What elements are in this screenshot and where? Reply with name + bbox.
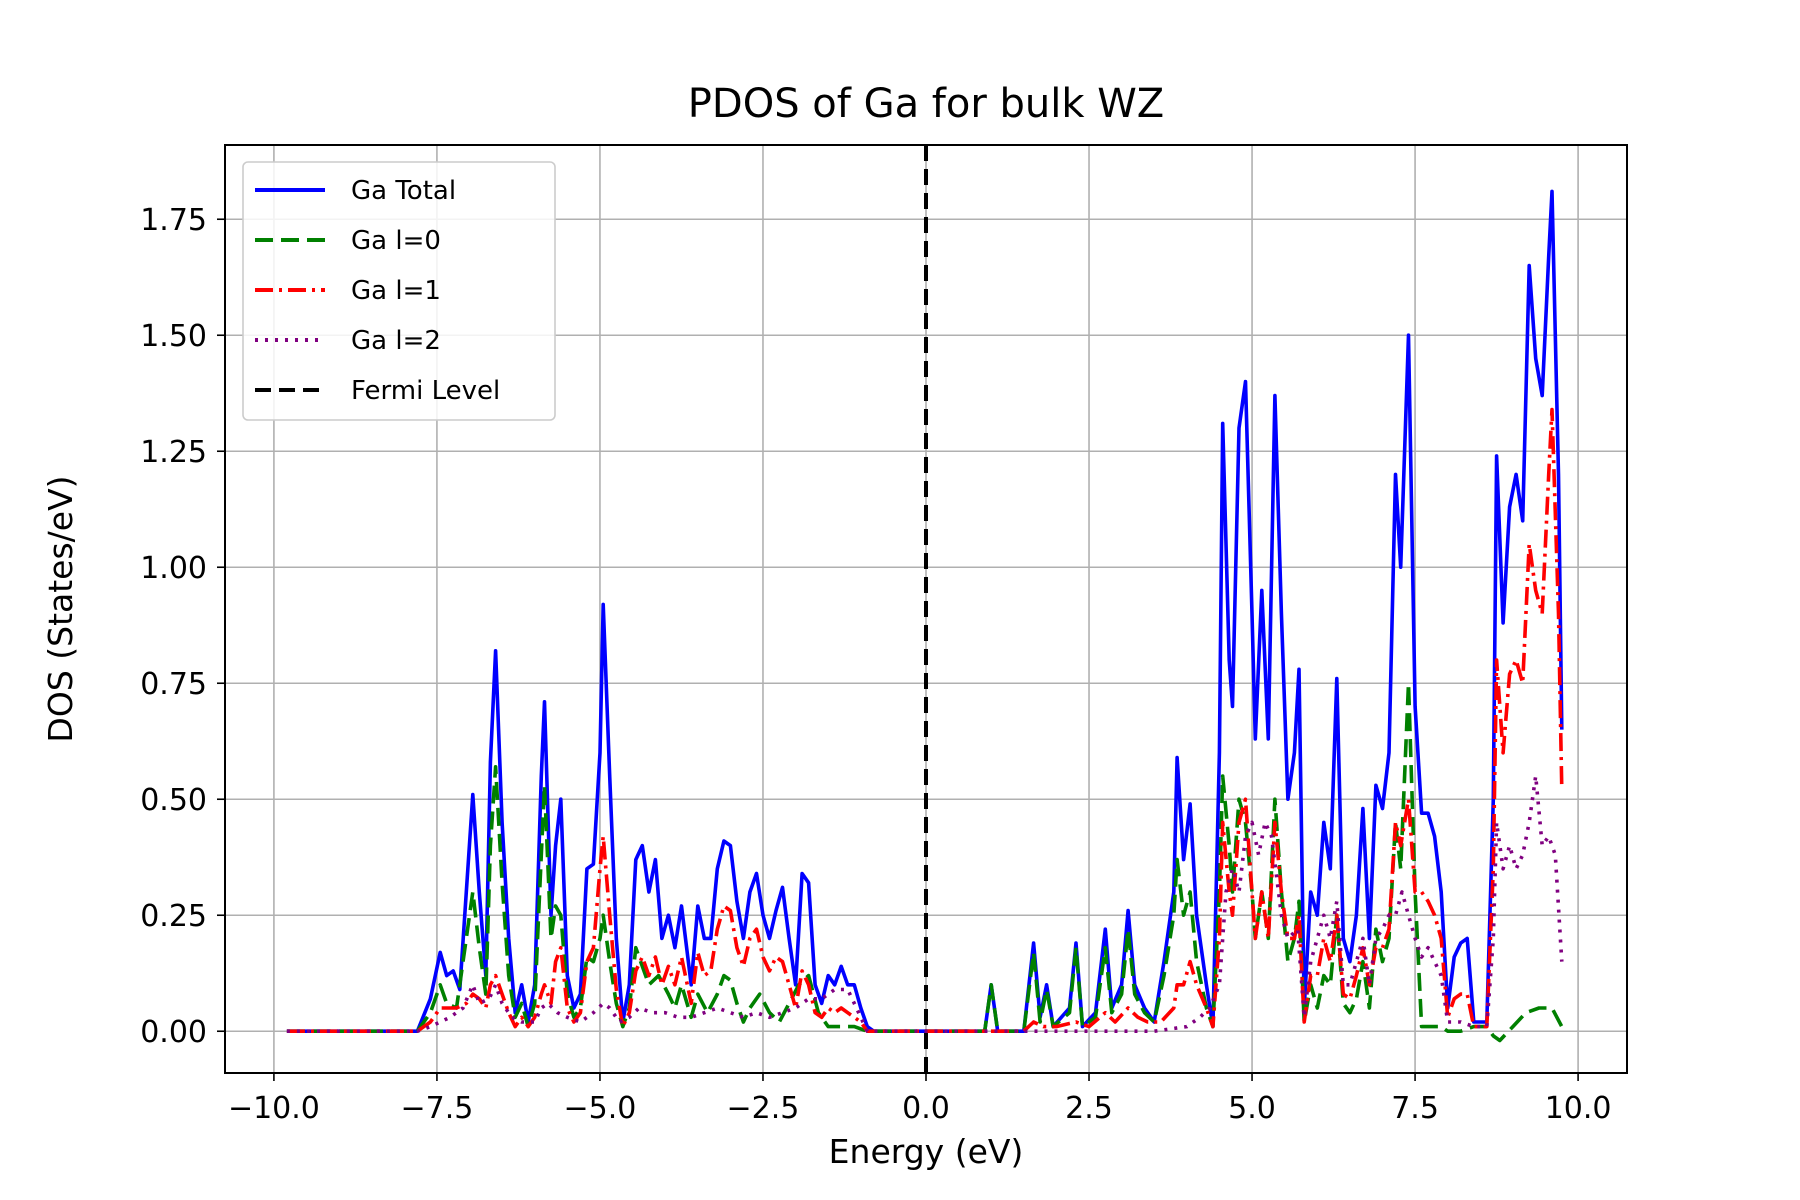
series-group <box>286 145 1564 1073</box>
x-tick-label: 7.5 <box>1391 1091 1439 1126</box>
legend-label-fermi-level: Fermi Level <box>351 376 500 406</box>
y-tick-label: 1.50 <box>140 319 207 354</box>
legend-label-ga-l-2: Ga l=2 <box>351 326 441 356</box>
y-axis-label: DOS (States/eV) <box>41 475 80 742</box>
x-axis-label: Energy (eV) <box>829 1132 1024 1171</box>
legend-label-ga-l-0: Ga l=0 <box>351 226 441 256</box>
ticks-group: −10.0 −7.5 −5.0 −2.5 0.0 2.5 5.0 7.5 10.0 0.00 0.2… <box>140 203 1611 1126</box>
plot-frame <box>224 144 1628 1074</box>
chart-title: PDOS of Ga for bulk WZ <box>688 81 1164 127</box>
y-tick-label: 0.75 <box>140 667 207 702</box>
x-tick-label: 2.5 <box>1065 1091 1113 1126</box>
x-tick-label: 10.0 <box>1545 1091 1612 1126</box>
y-tick-label: 1.00 <box>140 551 207 586</box>
x-tick-label: −2.5 <box>727 1091 800 1126</box>
x-tick-label: −10.0 <box>228 1091 320 1126</box>
series-line-ga-l-1 <box>286 407 1564 1033</box>
series-line-ga-l-2 <box>286 774 1564 1033</box>
legend-label-ga-l-1: Ga l=1 <box>351 276 441 306</box>
x-tick-label: −5.0 <box>564 1091 637 1126</box>
y-tick-label: 0.25 <box>140 899 207 934</box>
y-tick-label: 0.00 <box>140 1015 207 1050</box>
y-tick-label: 1.25 <box>140 435 207 470</box>
x-tick-label: −7.5 <box>401 1091 474 1126</box>
legend: Ga Total Ga l=0 Ga l=1 Ga l=2 Fermi Level <box>242 161 556 421</box>
legend-label-ga-total: Ga Total <box>351 176 456 206</box>
legend-box <box>242 161 556 421</box>
series-line-ga-l-0 <box>286 681 1564 1043</box>
y-tick-label: 1.75 <box>140 203 207 238</box>
y-tick-label: 0.50 <box>140 783 207 818</box>
x-tick-label: 0.0 <box>902 1091 950 1126</box>
x-tick-label: 5.0 <box>1228 1091 1276 1126</box>
